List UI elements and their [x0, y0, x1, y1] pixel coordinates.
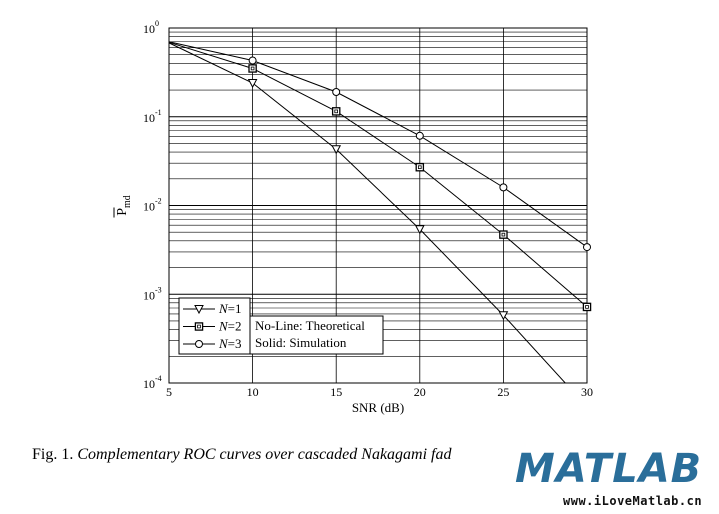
square-marker: [248, 64, 257, 73]
square-marker-inner: [197, 324, 201, 329]
triangle-down-marker: [247, 79, 258, 89]
logo-url: www.iLoveMatlab.cn: [563, 494, 703, 508]
circle-marker: [415, 131, 424, 140]
y-tick-label: 10-2: [143, 197, 162, 214]
x-tick-label: 10: [247, 385, 259, 399]
triangle-down-marker: [414, 225, 425, 235]
legend-triangle-down-marker: [194, 305, 204, 315]
legend-label: N=1: [218, 301, 242, 316]
y-axis-label: Pmd: [113, 195, 133, 218]
annotation-box: No-Line: Theoretical Solid: Simulation: [249, 315, 384, 355]
x-tick-label: 15: [330, 385, 342, 399]
y-axis-label-main: P: [115, 208, 130, 216]
x-axis-label: SNR (dB): [352, 400, 404, 415]
square-marker-outer: [248, 64, 257, 73]
y-tick-label: 100: [143, 19, 159, 36]
square-marker-inner: [250, 66, 255, 71]
legend-entry: N=1: [183, 301, 242, 316]
series-line: [168, 41, 588, 248]
square-marker-outer: [582, 302, 592, 312]
square-marker-inner: [417, 165, 422, 170]
x-tick-label: 20: [414, 385, 426, 399]
caption-lead: Fig. 1.: [32, 446, 78, 463]
series-3: [168, 41, 591, 252]
legend-entry: N=2: [183, 319, 242, 334]
annotation-simulation: Solid: Simulation: [255, 335, 347, 350]
square-marker-inner: [334, 109, 338, 114]
square-marker: [415, 162, 425, 172]
plot-frame: [168, 27, 588, 384]
legend-square-marker: [194, 322, 204, 331]
series-2: [168, 41, 592, 312]
y-tick-label: 10-1: [143, 108, 162, 125]
series-line: [168, 42, 566, 384]
square-marker-outer: [331, 107, 341, 116]
x-tick-label: 5: [166, 385, 172, 399]
y-tick-label: 10-3: [143, 285, 162, 302]
y-tick-label: 10-4: [143, 374, 162, 391]
x-tick-label: 30: [581, 385, 593, 399]
annotation-theoretical: No-Line: Theoretical: [255, 318, 365, 333]
square-marker-inner: [585, 305, 589, 309]
square-marker: [499, 230, 508, 239]
circle-marker: [332, 88, 341, 97]
legend-entry: N=3: [183, 336, 242, 351]
legend-label: N=2: [218, 319, 242, 334]
figure-caption: Fig. 1. Complementary ROC curves over ca…: [32, 446, 451, 464]
square-marker-outer: [194, 322, 204, 331]
svg-text:Pmd: Pmd: [115, 195, 133, 216]
square-marker: [331, 107, 341, 116]
logo-wordmark: MATLAB: [515, 446, 703, 492]
square-marker-outer: [415, 162, 425, 172]
x-axis-ticks: 5 10 15 20 25 30: [166, 385, 593, 399]
triangle-down-marker: [498, 311, 509, 321]
legend-label: N=3: [218, 336, 242, 351]
series-1: [168, 42, 566, 384]
y-axis-ticks: 100 10-1 10-2 10-3 10-4: [143, 19, 162, 391]
series-line: [168, 41, 588, 308]
matlab-logo: MATLAB www.iLoveMatlab.cn: [515, 444, 719, 514]
legend: N=1 N=2 N=3: [178, 297, 251, 355]
y-axis-label-sub: md: [122, 195, 133, 208]
x-tick-label: 25: [497, 385, 509, 399]
triangle-down-marker: [331, 145, 342, 155]
square-marker: [582, 302, 592, 312]
roc-chart: 5 10 15 20 25 30 100 10-1 10-2 10-3 10-4 SNR (dB)…: [113, 19, 593, 415]
circle-marker: [583, 243, 591, 252]
caption-text: Complementary ROC curves over cascaded N…: [77, 446, 452, 463]
square-marker-inner: [501, 232, 506, 237]
square-marker-outer: [499, 230, 508, 239]
circle-marker: [248, 56, 257, 65]
circle-marker: [499, 183, 508, 192]
series-layer: [168, 41, 592, 384]
legend-circle-marker: [195, 340, 203, 348]
